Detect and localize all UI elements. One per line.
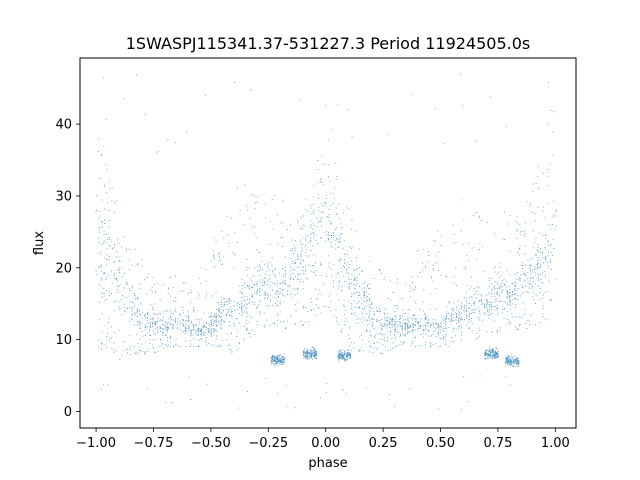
x-axis-label: phase: [308, 456, 347, 471]
scatter-points: [95, 73, 557, 410]
y-tick-label: 40: [55, 118, 72, 133]
y-axis-ticks: 0 10 20 30 40: [55, 118, 80, 420]
x-axis-ticks: −1.00 −0.75 −0.50 −0.25 0.00 0.25 0.50 0.75 1.00: [76, 428, 570, 451]
x-tick-label: −1.00: [76, 436, 116, 451]
x-tick-label: 0.75: [483, 436, 512, 451]
y-axis-label: flux: [32, 231, 47, 255]
plot-frame: [79, 57, 577, 429]
y-tick-label: 30: [55, 189, 72, 204]
x-tick-label: 0.25: [369, 436, 398, 451]
y-tick-label: 20: [55, 261, 72, 276]
flux-point-cloud: [95, 73, 557, 410]
x-tick-label: −0.50: [191, 436, 231, 451]
y-tick-label: 10: [55, 333, 72, 348]
x-tick-label: −0.75: [134, 436, 174, 451]
x-tick-label: 0.00: [311, 436, 340, 451]
y-tick-label: 0: [64, 405, 72, 420]
chart-title: 1SWASPJ115341.37-531227.3 Period 1192450…: [126, 34, 531, 53]
x-tick-label: 0.50: [426, 436, 455, 451]
x-tick-label: 1.00: [541, 436, 570, 451]
x-tick-label: −0.25: [248, 436, 288, 451]
